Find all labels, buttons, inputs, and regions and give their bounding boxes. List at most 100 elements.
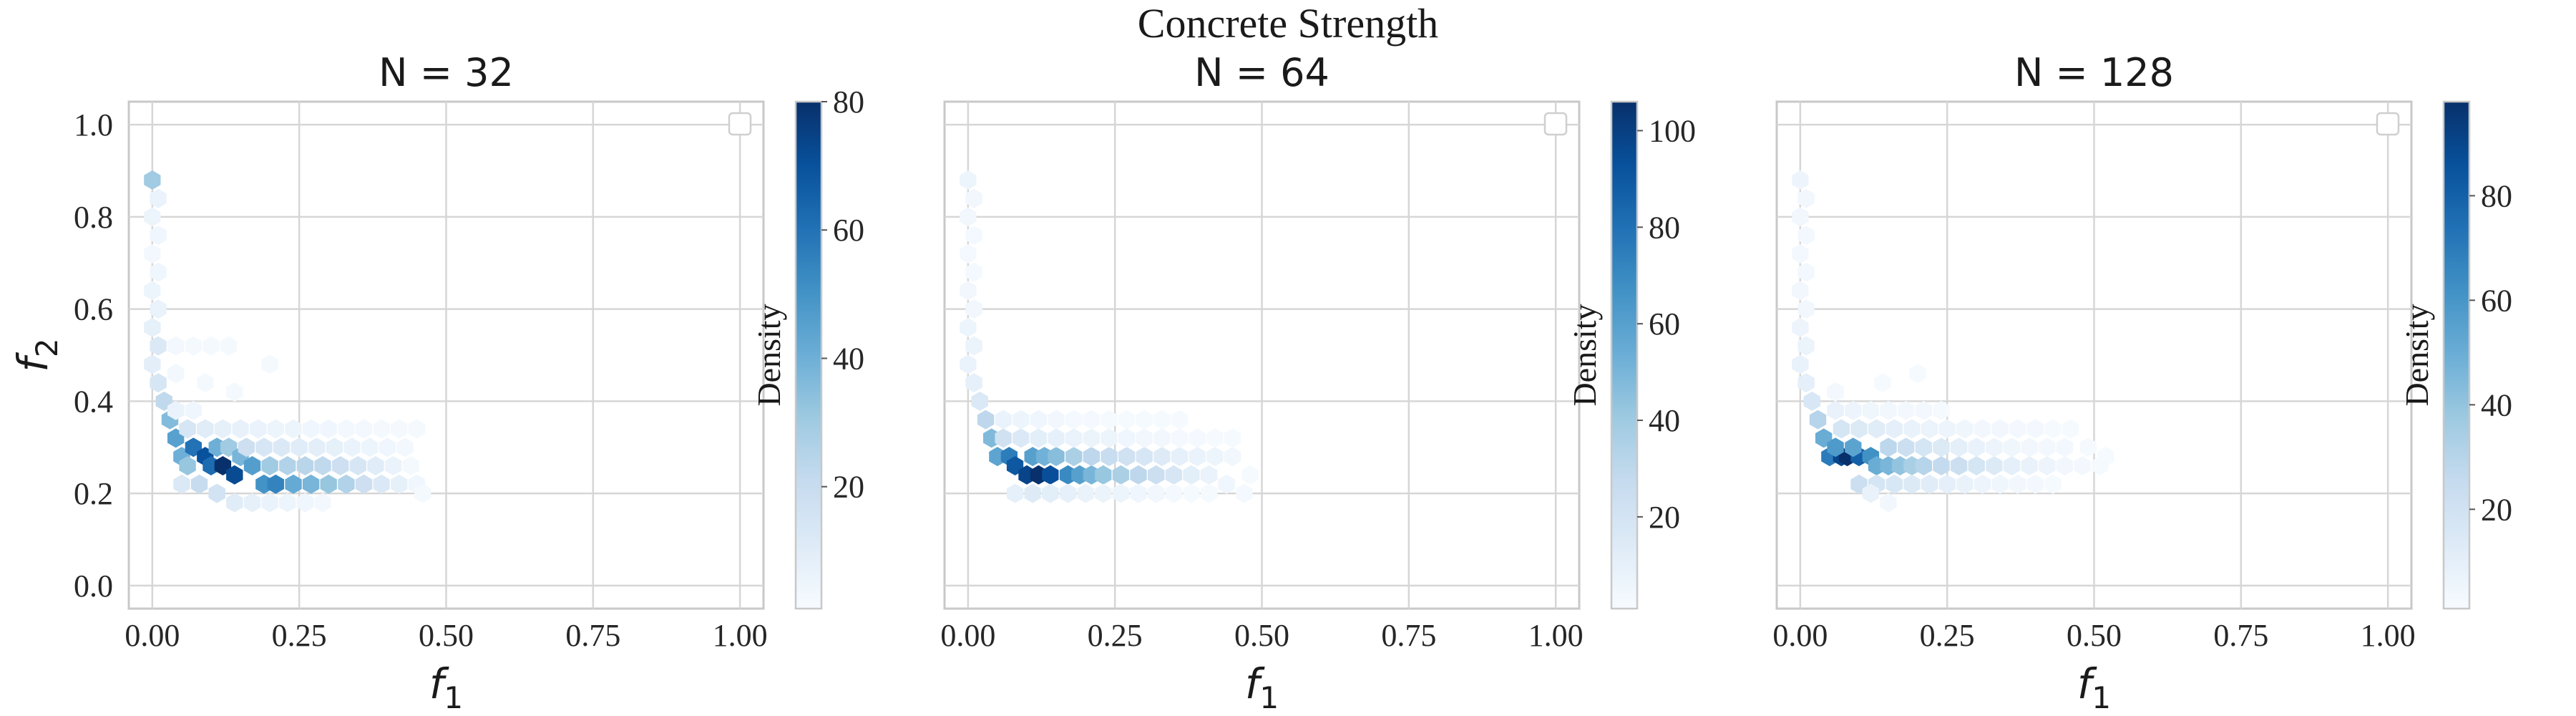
hexbin-cell <box>1850 419 1868 439</box>
x-axis-label-subscript: 1 <box>2092 680 2111 715</box>
colorbar-label: Density <box>1566 304 1603 406</box>
hexbin-cell <box>144 281 161 301</box>
x-tick-label: 0.00 <box>1772 618 1828 653</box>
x-tick-label: 0.75 <box>565 618 620 653</box>
hexbin-cell <box>2039 456 2056 475</box>
hexbin-cell <box>144 243 161 263</box>
hexbin-cell <box>1013 428 1030 448</box>
legend-box <box>728 112 752 136</box>
hexbin-cell <box>1933 400 1950 420</box>
hexbin-cell <box>971 391 988 411</box>
panel-3: 0.00 0.25 0.50 0.75 1.00 N = 128 f1 20 40 60 80 Den… <box>1772 50 2512 715</box>
hexbin-cell <box>2097 447 2114 467</box>
hexbin-cell <box>144 317 161 337</box>
hexbin-cell <box>320 419 337 439</box>
hexbin-cell <box>2009 419 2026 439</box>
hexbin-cell <box>2026 474 2044 494</box>
colorbar: 20 40 60 80 100 Density <box>1566 100 1696 610</box>
hexbin-cell <box>1065 410 1083 430</box>
colorbar-gradient <box>2442 100 2471 610</box>
y-tick-label: 0.0 <box>74 569 113 604</box>
hexbin-cell <box>1797 226 1815 246</box>
colorbar-tick-label: 60 <box>2481 283 2512 318</box>
hexbin-cell <box>384 456 402 475</box>
hexbin-cell <box>1968 437 1985 458</box>
hexbin-cell <box>1065 447 1083 467</box>
hexbin-cell <box>226 465 243 485</box>
hexbin-cell <box>1189 428 1206 448</box>
hexbin-cells <box>1792 170 2114 513</box>
colorbar-tick-label: 60 <box>833 213 864 248</box>
hexbin-cell <box>1792 207 1809 227</box>
hexbin-cell <box>1885 474 1903 494</box>
hexbin-cell <box>1165 465 1182 485</box>
hexbin-cell <box>2056 456 2074 475</box>
hexbin-cell <box>173 474 190 494</box>
hexbin-cell <box>1218 474 1235 494</box>
hexbin-cell <box>1171 447 1189 467</box>
hexbin-cell <box>2056 437 2074 458</box>
hexbin-cell <box>1083 410 1100 430</box>
hexbin-cell <box>338 474 355 494</box>
hexbin-cell <box>349 456 366 475</box>
x-tick-label: 0.25 <box>1088 618 1143 653</box>
hexbin-cell <box>1136 447 1153 467</box>
hexbin-cell <box>2079 437 2097 458</box>
hexbin-cell <box>214 419 232 439</box>
hexbin-cell <box>1862 483 1880 503</box>
hexbin-cell <box>965 299 982 319</box>
hexbin-cell <box>2062 419 2079 439</box>
hexbin-cell <box>1792 354 1809 374</box>
hexbin-cell <box>391 474 408 494</box>
hexbin-cell <box>1206 428 1224 448</box>
hexbin-cell <box>150 188 167 208</box>
hexbin-cell <box>226 382 243 402</box>
hexbin-cell <box>1241 465 1259 485</box>
colorbar-tick-label: 20 <box>2481 492 2512 527</box>
hexbin-cell <box>1868 419 1885 439</box>
hexbin-cell <box>960 281 977 301</box>
x-tick-label: 1.00 <box>2361 618 2416 653</box>
y-tick-label: 1.0 <box>74 107 113 142</box>
hexbin-cell <box>965 226 982 246</box>
hexbin-cell <box>150 336 167 356</box>
hexbin-cell <box>150 299 167 319</box>
hexbin-cell <box>1165 483 1182 503</box>
x-axis-label: f1 <box>1245 659 1279 715</box>
hexbin-cell <box>296 493 314 513</box>
hexbin-cell <box>1006 483 1024 503</box>
hexbin-cell <box>1013 410 1030 430</box>
hexbin-cell <box>1048 428 1065 448</box>
hexbin-cell <box>1827 437 1844 458</box>
hexbin-cell <box>1845 400 1862 420</box>
hexbin-cell <box>977 410 995 430</box>
hexbin-cell <box>1059 483 1077 503</box>
hexbin-cell <box>185 400 202 420</box>
colorbar-gradient <box>794 100 823 610</box>
hexbin-cell <box>167 364 185 384</box>
hexbin-cell <box>1792 317 1809 337</box>
hexbin-cell <box>1130 465 1147 485</box>
hexbin-cell <box>2009 474 2026 494</box>
hexbin-cell <box>1974 474 1991 494</box>
x-tick-label: 1.00 <box>1528 618 1584 653</box>
hexbin-cell <box>203 336 220 356</box>
hexbin-cell <box>1986 456 2003 475</box>
hexbin-cell <box>1803 391 1820 411</box>
x-tick-label: 0.75 <box>2213 618 2268 653</box>
hexbin-cell <box>373 419 390 439</box>
hexbin-cell <box>1797 373 1815 393</box>
hexbin-cell <box>1797 299 1815 319</box>
hexbin-cell <box>255 437 273 458</box>
hexbin-cell <box>179 419 196 439</box>
hexbin-cell <box>1950 437 1968 458</box>
hexbin-cell <box>1095 483 1112 503</box>
hexbin-cell <box>1095 465 1112 485</box>
hexbin-cell <box>1898 400 1915 420</box>
hexbin-cell <box>1827 400 1844 420</box>
hexbin-cell <box>2074 456 2091 475</box>
legend-box <box>2376 112 2400 136</box>
hexbin-cell <box>320 474 337 494</box>
hexbin-cell <box>1048 410 1065 430</box>
